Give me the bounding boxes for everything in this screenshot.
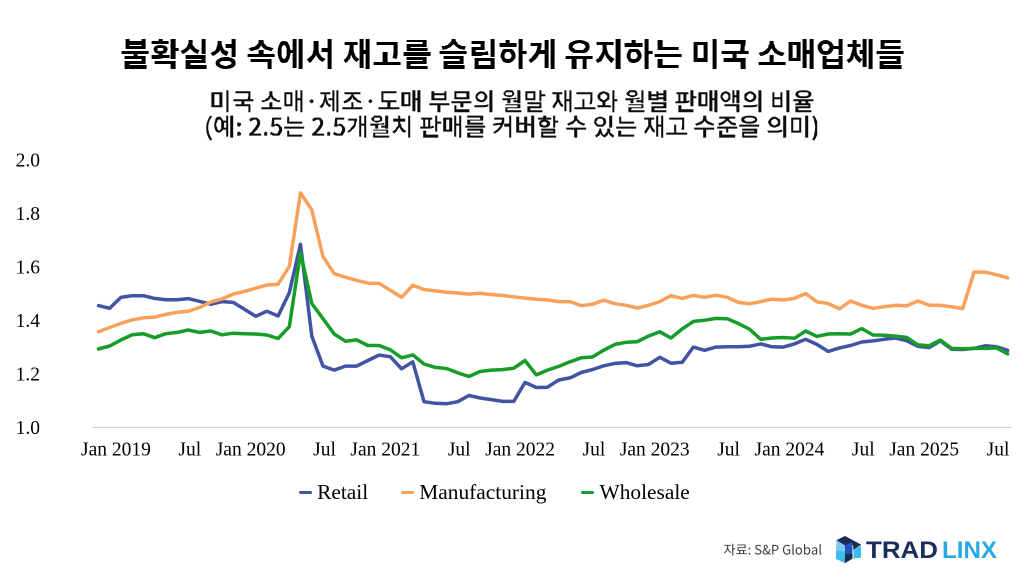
manufacturing-line-swatch bbox=[401, 490, 414, 495]
legend-item-retail: Retail bbox=[299, 481, 368, 503]
wholesale-line-swatch bbox=[581, 490, 594, 495]
y-tick-label: 1.0 bbox=[16, 418, 40, 439]
logo-text-trad: TRAD bbox=[866, 537, 938, 564]
manufacturing-legend-label: Manufacturing bbox=[419, 479, 547, 504]
x-tick-label: Jan 2025 bbox=[889, 440, 959, 461]
x-tick-label: Jul bbox=[852, 440, 875, 461]
series-line-manufacturing bbox=[96, 191, 1010, 334]
x-tick-label: Jul bbox=[583, 440, 606, 461]
y-tick-label: 1.2 bbox=[16, 365, 40, 386]
x-tick-label: Jul bbox=[717, 440, 740, 461]
y-tick-label: 1.8 bbox=[16, 204, 40, 225]
x-tick-label: Jan 2019 bbox=[81, 440, 151, 461]
legend: Retail Manufacturing Wholesale bbox=[299, 481, 690, 503]
x-tick-label: Jan 2022 bbox=[485, 440, 555, 461]
y-tick-label: 1.6 bbox=[16, 258, 41, 279]
x-tick-label: Jul bbox=[313, 440, 336, 461]
series-line-wholesale bbox=[96, 250, 1010, 379]
y-tick-label: 2.0 bbox=[16, 151, 40, 172]
x-tick-label: Jul bbox=[178, 440, 201, 461]
tradlinx-cube-icon bbox=[835, 536, 862, 564]
legend-item-wholesale: Wholesale bbox=[581, 479, 690, 504]
retail-line-swatch bbox=[299, 490, 312, 495]
x-tick-label: Jan 2021 bbox=[350, 440, 420, 461]
x-tick-label: Jul bbox=[448, 440, 471, 461]
retail-legend-label: Retail bbox=[317, 479, 369, 504]
legend-item-manufacturing: Manufacturing bbox=[401, 481, 546, 503]
wholesale-legend-label: Wholesale bbox=[599, 479, 690, 504]
x-tick-label: Jan 2023 bbox=[620, 440, 690, 461]
x-tick-label: Jan 2024 bbox=[755, 440, 825, 461]
x-tick-label: Jan 2020 bbox=[216, 440, 286, 461]
series-line-retail bbox=[96, 242, 1010, 406]
y-tick-label: 1.4 bbox=[16, 311, 41, 332]
x-tick-label: Jul bbox=[987, 440, 1010, 461]
logo-text-linx: LINX bbox=[942, 537, 998, 564]
